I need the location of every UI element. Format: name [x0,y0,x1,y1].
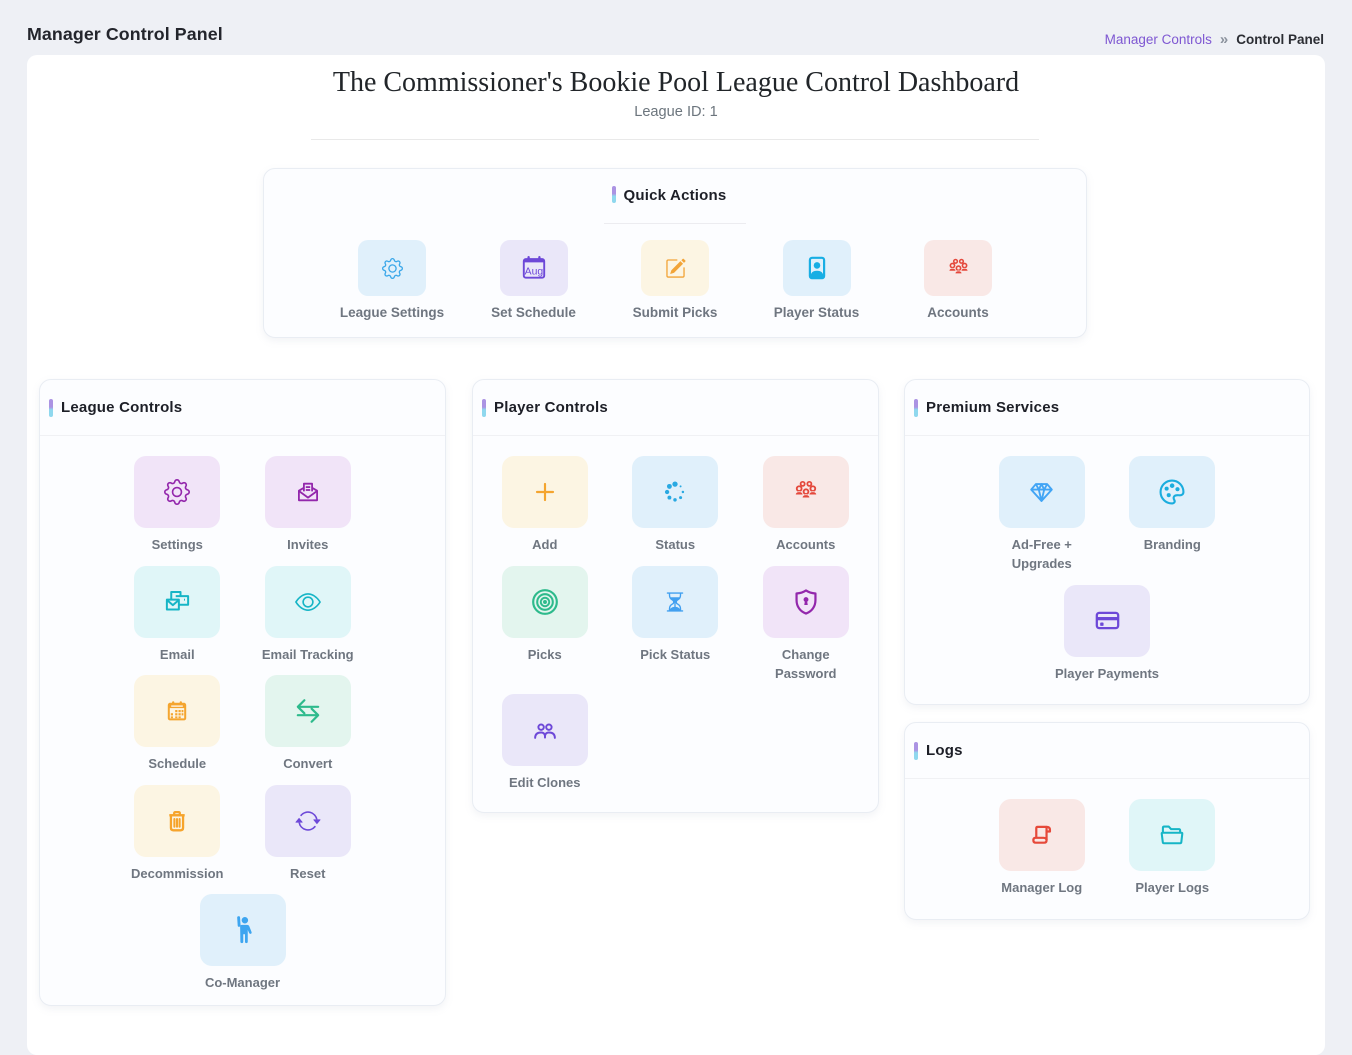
svg-text:Aug: Aug [524,266,543,277]
